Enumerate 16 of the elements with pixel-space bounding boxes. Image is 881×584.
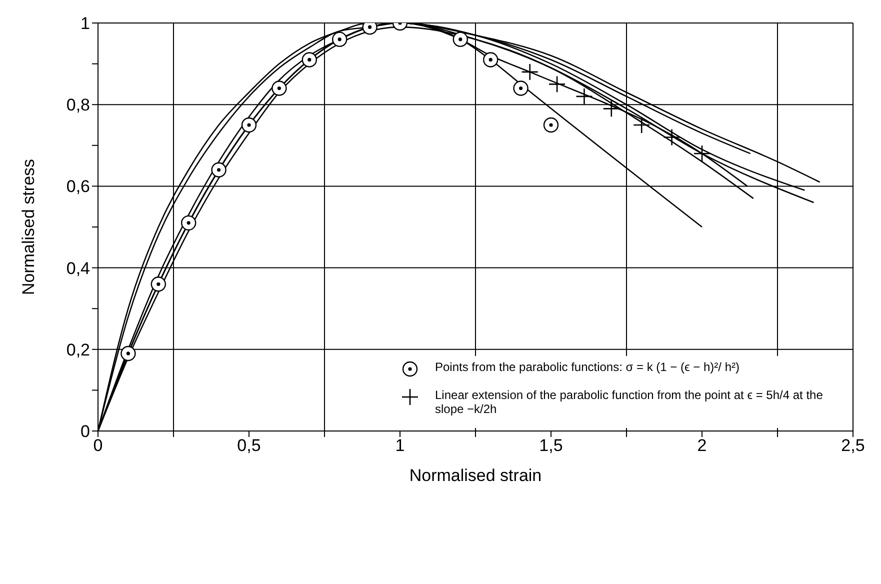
x-tick-label: 2	[697, 436, 707, 456]
y-axis-title: Normalised stress	[19, 158, 38, 296]
x-tick-label: 2,5	[841, 436, 865, 456]
y-tick-label: 0,8	[66, 96, 90, 115]
y-tick-label: 0	[80, 422, 90, 442]
x-axis-title: Normalised strain	[409, 466, 542, 485]
x-tick-label: 1	[395, 436, 405, 456]
y-tick-label: 0,2	[66, 340, 90, 360]
legend-label: Points from the parabolic functions: σ = k (1 − (ϵ − h)²/ h²)	[435, 360, 740, 374]
y-tick-label: 1	[80, 14, 90, 34]
x-tick-label: 0,5	[237, 436, 261, 456]
x-tick-label: 0	[93, 436, 103, 456]
y-tick-label: 0,6	[66, 177, 90, 196]
y-tick-label: 0,4	[66, 258, 90, 278]
x-tick-label: 1,5	[539, 436, 563, 456]
legend-label: Linear extension of the parabolic function from the point at ϵ = 5h/4 at the slope −k/2h	[435, 388, 824, 416]
